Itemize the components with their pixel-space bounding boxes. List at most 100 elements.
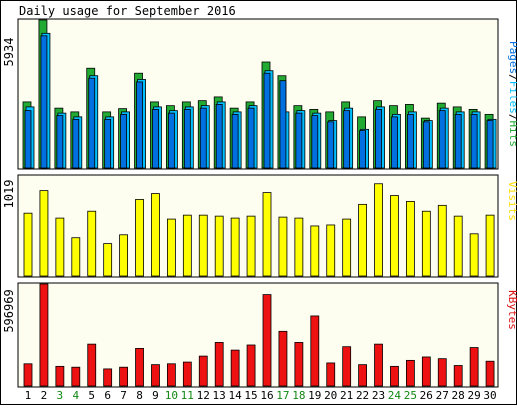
visits-bar-day-5 <box>87 210 97 277</box>
visits-bar-day-4 <box>71 237 81 277</box>
visits-bar-day-10 <box>166 218 176 277</box>
chart-title: Daily usage for September 2016 <box>19 4 236 18</box>
day-label: 18 <box>292 389 305 402</box>
kbytes-bar-day-8 <box>135 348 144 387</box>
kbytes-bar-day-7 <box>119 366 128 387</box>
kbytes-bar-day-20 <box>326 362 336 387</box>
visits-bar-day-14 <box>230 217 240 277</box>
day-label: 17 <box>276 389 289 402</box>
day-label: 3 <box>57 389 64 402</box>
kbytes-bar-day-2 <box>39 283 49 387</box>
day-label: 23 <box>372 389 385 402</box>
kbytes-bar-day-16 <box>262 294 272 387</box>
visits-bar-day-30 <box>485 214 495 277</box>
visits-axis-label: Visits <box>506 181 517 221</box>
day-label: 7 <box>120 389 127 402</box>
kbytes-bar-day-28 <box>453 365 463 387</box>
visits-bar-day-18 <box>294 217 304 277</box>
day-label: 8 <box>136 389 143 402</box>
pages-files-hits-label: Pages/Files/Hits <box>507 41 517 147</box>
kbytes-bar-day-3 <box>55 365 65 387</box>
max-value-label: 5934 <box>2 38 16 67</box>
kbytes-bar-day-18 <box>294 342 304 387</box>
kbytes-bar-day-1 <box>23 363 33 387</box>
day-label: 4 <box>72 389 79 402</box>
pages-bar-day-28 <box>454 113 462 169</box>
kbytes-bar-day-27 <box>437 358 447 387</box>
day-label: 11 <box>181 389 194 402</box>
pages-bar-day-14 <box>231 113 239 169</box>
visits-bar-day-16 <box>262 192 272 277</box>
day-label: 20 <box>324 389 337 402</box>
day-label: 15 <box>244 389 257 402</box>
visits-bar-day-11 <box>182 214 192 277</box>
pages-bar-day-11 <box>183 108 191 169</box>
axis-label-part: / <box>507 114 517 121</box>
pages-bar-day-5 <box>88 77 96 169</box>
kbytes-bar-day-9 <box>151 364 160 387</box>
pages-bar-day-12 <box>199 107 207 169</box>
day-label: 24 <box>388 389 402 402</box>
visits-bar-day-24 <box>390 195 399 277</box>
kbytes-bar-day-25 <box>405 359 415 387</box>
day-labels: 1 2 3 4 5 6 7 8 9 10 11 12 13 14 15 16 17 18 19 20 21 22 23 24 2… <box>25 389 497 402</box>
pages-bar-day-25 <box>406 113 414 169</box>
visits-bar-day-2 <box>39 190 49 277</box>
kbytes-bar-day-11 <box>182 361 192 387</box>
pages-bar-day-17 <box>279 80 287 169</box>
max-value-label: 1019 <box>2 180 16 209</box>
day-label: 1 <box>25 389 32 402</box>
visits-bar-day-9 <box>151 193 160 277</box>
panel-frame <box>17 282 499 388</box>
day-label: 13 <box>213 389 226 402</box>
bars-layer <box>22 19 497 387</box>
pages-bar-day-1 <box>24 110 32 169</box>
kbytes-panel: 596969 KBytes <box>2 282 517 388</box>
visits-bar-day-26 <box>421 210 431 277</box>
visits-bar-day-7 <box>119 234 128 277</box>
kbytes-bar-day-23 <box>374 343 383 387</box>
visits-bar-day-1 <box>23 212 33 277</box>
visits-bar-day-22 <box>358 203 368 277</box>
pages-bar-day-16 <box>263 72 271 169</box>
day-label: 2 <box>41 389 48 402</box>
day-label: 25 <box>404 389 417 402</box>
pages-bar-day-9 <box>152 108 159 169</box>
pages-bar-day-19 <box>311 115 319 169</box>
axis-label-part: Files <box>507 81 517 114</box>
pages-bar-day-22 <box>359 130 367 169</box>
kbytes-bar-day-21 <box>342 346 352 387</box>
pages-bar-day-4 <box>72 118 80 169</box>
day-label: 28 <box>452 389 465 402</box>
pages-bar-day-20 <box>327 121 335 169</box>
pages-bar-day-27 <box>438 110 446 169</box>
kbytes-bar-day-6 <box>103 368 113 387</box>
max-value-label: 596969 <box>2 289 16 332</box>
day-label: 27 <box>436 389 449 402</box>
kbytes-bar-day-26 <box>421 356 431 387</box>
axis-label-part: / <box>507 74 517 81</box>
day-label: 19 <box>308 389 321 402</box>
visits-bar-day-19 <box>310 225 320 277</box>
kbytes-bar-day-29 <box>469 347 479 387</box>
kbytes-bar-day-19 <box>310 315 320 387</box>
pages-bar-day-30 <box>486 120 494 169</box>
pages-bar-day-10 <box>167 112 175 169</box>
kbytes-bar-day-30 <box>485 360 495 387</box>
visits-bar-day-12 <box>198 214 208 277</box>
axis-label-part: Hits <box>507 121 517 148</box>
pages-bar-day-23 <box>375 108 382 169</box>
visits-bar-day-29 <box>469 233 479 277</box>
visits-panel: 1019 Visits <box>2 174 517 278</box>
visits-bar-day-28 <box>453 215 463 277</box>
visits-bar-day-3 <box>55 217 65 277</box>
visits-bar-day-21 <box>342 218 352 277</box>
axis-label-part: Pages <box>507 41 517 74</box>
panel-frame <box>17 174 499 278</box>
kbytes-bar-day-14 <box>230 349 240 387</box>
day-label: 6 <box>104 389 111 402</box>
kbytes-bar-day-17 <box>278 330 288 387</box>
day-label: 5 <box>88 389 95 402</box>
